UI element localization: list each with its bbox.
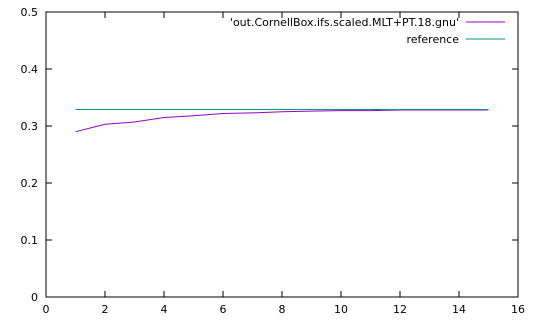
x-tick-label: 8 <box>279 303 286 316</box>
x-tick-label: 0 <box>43 303 50 316</box>
y-tick-label: 0 <box>31 291 38 304</box>
series-layer <box>75 108 489 133</box>
x-tick-label: 12 <box>393 303 407 316</box>
y-axis: 0 0.1 0.2 0.3 0.4 0.5 <box>21 6 518 304</box>
x-tick-label: 2 <box>102 303 109 316</box>
x-tick-label: 4 <box>161 303 168 316</box>
y-tick-label: 0.1 <box>21 234 39 247</box>
x-tick-label: 14 <box>452 303 466 316</box>
y-tick-label: 0.3 <box>21 120 39 133</box>
y-tick-label: 0.4 <box>21 63 39 76</box>
x-tick-label: 6 <box>220 303 227 316</box>
legend-label-series-1: 'out.CornellBox.ifs.scaled.MLT+PT.18.gnu… <box>230 16 459 29</box>
x-axis: 0 2 4 6 8 10 12 14 16 <box>43 12 525 316</box>
x-tick-label: 10 <box>334 303 348 316</box>
legend: 'out.CornellBox.ifs.scaled.MLT+PT.18.gnu… <box>230 16 505 46</box>
y-tick-label: 0.5 <box>21 6 39 19</box>
plot-frame <box>45 11 519 298</box>
y-tick-label: 0.2 <box>21 177 39 190</box>
legend-label-series-2: reference <box>406 33 459 46</box>
x-tick-label: 16 <box>511 303 525 316</box>
series-line-1 <box>75 109 489 133</box>
